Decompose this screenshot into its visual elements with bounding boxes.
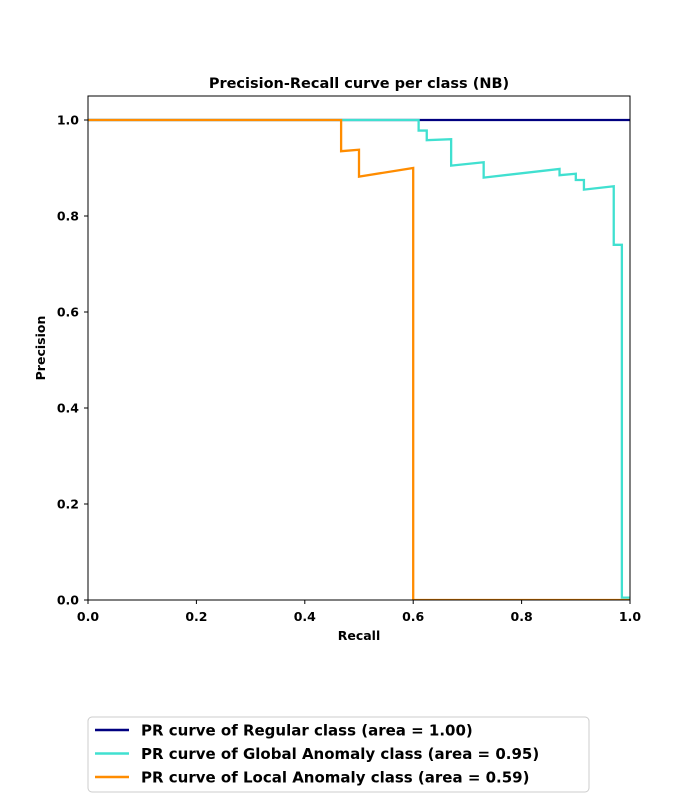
y-tick-label: 1.0 (57, 113, 79, 128)
legend-box (87, 716, 590, 793)
x-axis-ticks: 0.0 0.2 0.4 0.6 0.8 1.0 (77, 600, 641, 624)
series-line-2 (88, 118, 630, 599)
x-tick-label: 0.0 (77, 609, 99, 624)
y-tick-label: 0.6 (57, 305, 79, 320)
legend: PR curve of Regular class (area = 1.00) P… (87, 716, 590, 793)
y-axis-label: Precision (33, 316, 48, 381)
x-tick-label: 0.8 (511, 609, 533, 624)
x-tick-label: 1.0 (619, 609, 641, 624)
y-tick-label: 0.2 (57, 497, 79, 512)
y-tick-label: 0.0 (57, 593, 79, 608)
y-axis-ticks: 0.0 0.2 0.4 0.6 0.8 1.0 (57, 113, 88, 608)
y-tick-label: 0.8 (57, 209, 79, 224)
x-tick-label: 0.4 (294, 609, 316, 624)
chart-title: Precision-Recall curve per class (NB) (209, 76, 509, 92)
x-axis-label: Recall (338, 628, 381, 643)
plot-series-group (88, 118, 630, 600)
legend-entry-2: PR curve of Global Anomaly class (area =… (141, 745, 539, 763)
plot-area-frame (87, 95, 631, 601)
x-tick-label: 0.2 (185, 609, 207, 624)
y-tick-label: 0.4 (57, 401, 79, 416)
legend-entry-3: PR curve of Local Anomaly class (area = … (141, 769, 529, 787)
legend-entry-1: PR curve of Regular class (area = 1.00) (141, 722, 473, 740)
series-line-3 (88, 118, 630, 600)
x-tick-label: 0.6 (402, 609, 424, 624)
